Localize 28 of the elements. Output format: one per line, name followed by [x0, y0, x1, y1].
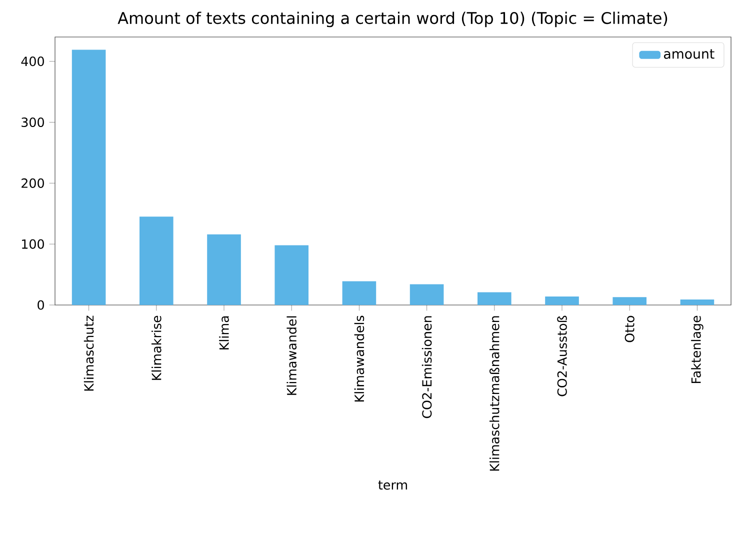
x-tick-label: Klimawandel [286, 316, 297, 395]
bar [342, 281, 376, 305]
bar [274, 245, 309, 305]
bar [72, 50, 106, 305]
bar [545, 296, 579, 305]
x-tick-label: Klimakrise [152, 316, 162, 380]
x-axis-title: term [378, 480, 407, 490]
y-tick-label: 0 [38, 300, 44, 310]
x-tick-label: CO2-Emissionen [422, 316, 432, 418]
x-tick-label: Klimaschutzmaßnahmen [490, 316, 500, 471]
x-tick-label: CO2-Ausstoß [557, 316, 567, 396]
bar [207, 234, 241, 305]
y-tick-label: 400 [21, 56, 44, 66]
bar [612, 297, 647, 305]
y-tick-label: 300 [22, 117, 44, 128]
x-tick-label: Otto [624, 316, 634, 342]
x-tick-label: Faktenlage [691, 316, 704, 384]
x-tick-label: Klimawandels [354, 316, 364, 402]
bar [410, 284, 444, 305]
legend-label: amount [664, 49, 714, 59]
x-tick-label: Klimaschutz [84, 316, 94, 391]
x-tick-label: Klima [219, 316, 229, 350]
y-tick-label: 200 [22, 178, 44, 188]
bar [478, 292, 512, 305]
bar [680, 300, 714, 305]
bar [140, 216, 174, 305]
chart-title: Amount of texts containing a certain word (Top 10) (Topic = Climate) [118, 12, 668, 28]
y-tick-label: 100 [22, 239, 44, 249]
